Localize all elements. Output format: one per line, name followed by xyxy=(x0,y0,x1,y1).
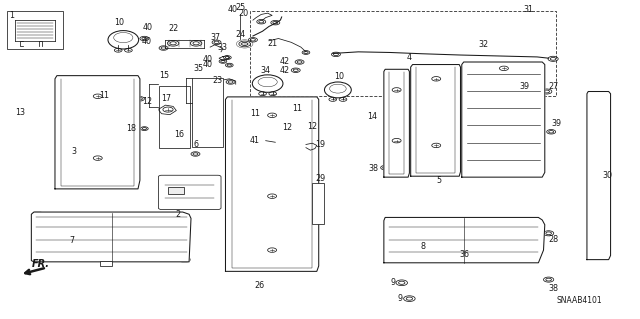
Text: 40: 40 xyxy=(203,55,212,64)
Text: 11: 11 xyxy=(250,109,260,118)
Text: 26: 26 xyxy=(255,281,265,290)
Text: 38: 38 xyxy=(369,164,379,173)
Text: 25: 25 xyxy=(236,3,246,12)
Text: 40: 40 xyxy=(141,37,151,46)
Text: 27: 27 xyxy=(548,82,559,91)
Text: 17: 17 xyxy=(162,94,172,103)
Text: 9: 9 xyxy=(390,278,396,287)
Text: 24: 24 xyxy=(236,30,246,39)
Ellipse shape xyxy=(324,82,351,98)
Text: 32: 32 xyxy=(478,40,488,49)
Text: 41: 41 xyxy=(250,136,259,145)
Text: 11: 11 xyxy=(292,104,303,113)
Bar xyxy=(168,187,184,194)
Text: 4: 4 xyxy=(407,53,412,62)
Text: 20: 20 xyxy=(238,9,248,18)
Text: 33: 33 xyxy=(218,43,228,53)
Text: 10: 10 xyxy=(115,18,124,27)
Text: 42: 42 xyxy=(279,66,289,75)
Text: 30: 30 xyxy=(602,171,612,180)
Polygon shape xyxy=(31,212,191,262)
Polygon shape xyxy=(225,97,319,271)
Bar xyxy=(312,183,324,224)
Polygon shape xyxy=(159,105,176,115)
Polygon shape xyxy=(462,62,545,177)
Text: 39: 39 xyxy=(551,119,561,128)
Text: 21: 21 xyxy=(268,39,278,48)
FancyBboxPatch shape xyxy=(159,175,221,210)
Text: 37: 37 xyxy=(210,33,220,42)
Polygon shape xyxy=(384,218,545,263)
Text: 35: 35 xyxy=(193,64,204,73)
Text: 31: 31 xyxy=(523,5,533,14)
Text: 11: 11 xyxy=(99,91,109,100)
Text: 9: 9 xyxy=(398,294,403,303)
Text: 34: 34 xyxy=(260,66,270,75)
Text: 7: 7 xyxy=(70,236,75,245)
Text: 19: 19 xyxy=(315,140,325,149)
Ellipse shape xyxy=(108,31,139,49)
Text: 40: 40 xyxy=(227,5,237,14)
Text: 28: 28 xyxy=(548,235,559,244)
Text: 40: 40 xyxy=(143,23,152,32)
Bar xyxy=(192,78,223,147)
Polygon shape xyxy=(55,76,140,189)
Text: 39: 39 xyxy=(519,82,529,91)
Text: 3: 3 xyxy=(71,147,76,156)
Text: 14: 14 xyxy=(367,112,378,121)
Text: 22: 22 xyxy=(168,25,179,33)
Ellipse shape xyxy=(252,75,283,92)
Text: 8: 8 xyxy=(421,242,426,251)
Text: 12: 12 xyxy=(307,122,317,131)
Text: 40: 40 xyxy=(203,60,212,69)
Text: 38: 38 xyxy=(548,284,559,293)
Polygon shape xyxy=(411,64,461,176)
Text: 18: 18 xyxy=(126,124,136,133)
Bar xyxy=(159,86,189,148)
Text: 10: 10 xyxy=(334,72,344,81)
Text: 1: 1 xyxy=(9,11,14,20)
Text: 6: 6 xyxy=(193,140,198,149)
Text: 15: 15 xyxy=(159,71,169,80)
Polygon shape xyxy=(384,69,410,177)
Text: 13: 13 xyxy=(15,108,25,117)
Bar xyxy=(100,261,113,266)
Text: 5: 5 xyxy=(436,176,442,185)
Polygon shape xyxy=(587,92,611,260)
Text: 36: 36 xyxy=(460,250,469,259)
Text: 23: 23 xyxy=(213,76,223,85)
Text: 29: 29 xyxy=(315,174,325,182)
Text: SNAAB4101: SNAAB4101 xyxy=(556,296,602,305)
Text: 12: 12 xyxy=(143,97,152,106)
Bar xyxy=(7,11,63,49)
Text: 42: 42 xyxy=(279,57,289,66)
Text: FR.: FR. xyxy=(31,259,49,269)
Text: 2: 2 xyxy=(175,211,180,219)
Bar xyxy=(250,11,556,96)
Text: 12: 12 xyxy=(282,123,292,132)
Text: 16: 16 xyxy=(174,130,184,138)
